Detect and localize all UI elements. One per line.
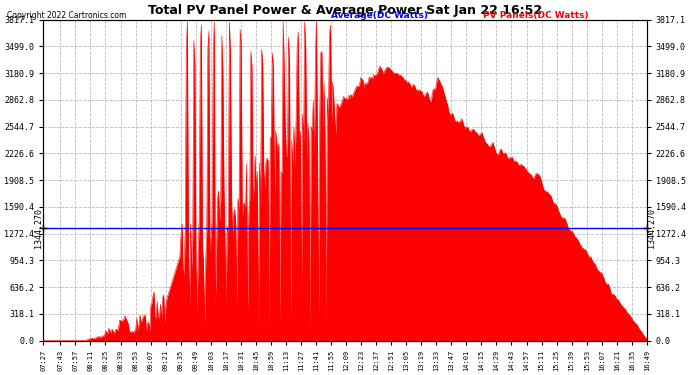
- Text: 1344.270: 1344.270: [34, 208, 43, 248]
- Text: 1344.270: 1344.270: [647, 208, 656, 248]
- Text: Average(DC Watts): Average(DC Watts): [331, 11, 428, 20]
- Text: PV Panels(DC Watts): PV Panels(DC Watts): [483, 11, 589, 20]
- Text: Copyright 2022 Cartronics.com: Copyright 2022 Cartronics.com: [7, 11, 126, 20]
- Title: Total PV Panel Power & Average Power Sat Jan 22 16:52: Total PV Panel Power & Average Power Sat…: [148, 4, 542, 17]
